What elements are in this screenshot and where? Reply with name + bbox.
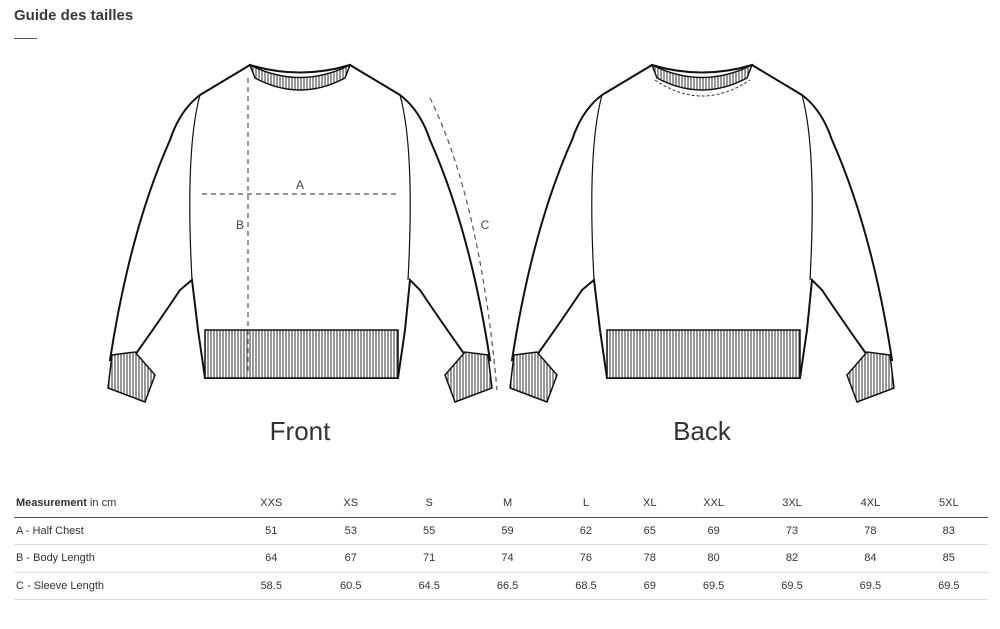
table-cell: 62 [579, 524, 593, 537]
table-row: A - Half Chest 51 53 55 59 62 65 69 73 78 83 [14, 517, 988, 545]
table-cell: 66.5 [496, 579, 519, 592]
table-cell: 83 [942, 524, 955, 537]
header-size: L [582, 497, 589, 510]
header-size: 3XL [782, 497, 802, 510]
table-cell: 64.5 [418, 579, 440, 592]
table-cell: 55 [423, 524, 436, 537]
table-row: B - Body Length 64 67 71 74 76 78 80 82 84 85 [14, 545, 988, 572]
table-cell: 74 [501, 552, 514, 565]
table-cell: 80 [707, 552, 720, 565]
marker-a: A [296, 178, 304, 192]
row-label: A - Half Chest [16, 524, 84, 537]
header-size: XXS [260, 497, 283, 510]
table-cell: 69.5 [781, 579, 803, 592]
header-size: M [502, 497, 513, 510]
header-size: XL [643, 497, 657, 510]
back-sweatshirt [509, 64, 895, 403]
table-cell: 68.5 [575, 579, 597, 592]
table-cell: 78 [864, 524, 877, 537]
header-size: 5XL [939, 497, 959, 510]
row-label: C - Sleeve Length [16, 579, 105, 592]
table-row: C - Sleeve Length 58.5 60.5 64.5 66.5 68.5 69 6… [14, 572, 988, 600]
header-size: S [425, 497, 433, 510]
table-cell: 60.5 [340, 579, 362, 592]
header-size: XXL [703, 497, 724, 510]
table-cell: 69 [643, 579, 656, 592]
table-cell: 71 [423, 552, 436, 565]
table-cell: 69 [707, 524, 720, 537]
header-size: 4XL [860, 497, 881, 510]
size-table: Measurement in cm XXS XS S M L XL XXL 3X… [14, 490, 988, 600]
front-sweatshirt [107, 63, 493, 403]
table-cell: 85 [942, 552, 955, 565]
table-cell: 59 [501, 524, 514, 537]
table-cell: 76 [579, 552, 593, 565]
table-cell: 82 [785, 552, 799, 565]
front-label: Front [269, 416, 331, 446]
table-cell: 73 [785, 524, 799, 537]
table-cell: 67 [344, 552, 357, 565]
table-cell: 51 [265, 524, 278, 537]
table-header-row: Measurement in cm XXS XS S M L XL XXL 3X… [14, 490, 988, 517]
table-cell: 84 [864, 552, 877, 565]
table-cell: 69.5 [859, 579, 882, 592]
page-title: Guide des tailles [14, 7, 134, 24]
sweatshirt-illustration: A B C [107, 63, 895, 403]
header-measurement: Measurement in cm [16, 497, 117, 510]
marker-c: C [481, 218, 490, 232]
table-cell: 65 [643, 524, 656, 537]
row-label: B - Body Length [16, 552, 95, 565]
header-size: XS [343, 497, 359, 510]
table-cell: 53 [344, 524, 357, 537]
measurement-lines [202, 78, 498, 391]
table-cell: 58.5 [260, 579, 282, 592]
table-cell: 69.5 [938, 579, 960, 592]
title-divider [14, 38, 37, 39]
marker-b: B [236, 218, 244, 232]
table-cell: 78 [643, 552, 656, 565]
table-cell: 69.5 [702, 579, 725, 592]
table-cell: 64 [265, 552, 278, 565]
back-label: Back [673, 416, 731, 446]
